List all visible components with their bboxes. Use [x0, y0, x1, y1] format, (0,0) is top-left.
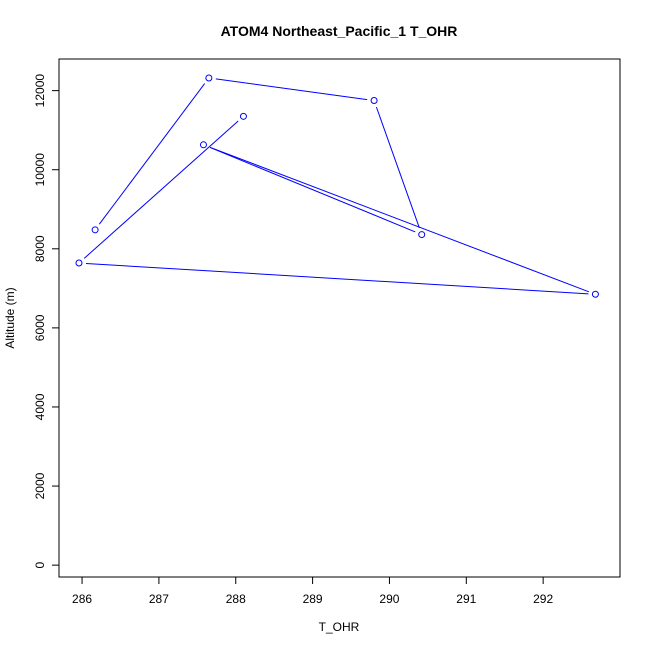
- data-point: [199, 141, 207, 149]
- y-tick-label: 4000: [33, 393, 47, 420]
- series-line-segment: [85, 262, 589, 295]
- x-axis-label: T_OHR: [319, 620, 360, 634]
- y-tick-label: 2000: [33, 472, 47, 499]
- series-line-segment: [375, 106, 420, 229]
- series-line-segment: [215, 78, 368, 101]
- series-line-segment: [83, 120, 239, 259]
- data-point: [205, 74, 213, 82]
- data-point: [75, 259, 83, 267]
- x-tick-label: 286: [72, 592, 92, 606]
- data-point: [591, 290, 599, 298]
- data-point: [418, 231, 426, 239]
- chart-title: ATOM4 Northeast_Pacific_1 T_OHR: [221, 23, 458, 39]
- x-tick-label: 292: [533, 592, 553, 606]
- y-tick-label: 12000: [33, 74, 47, 108]
- x-tick-label: 291: [456, 592, 476, 606]
- series-line-segment: [209, 147, 416, 233]
- y-tick-label: 0: [33, 561, 47, 568]
- x-tick-label: 290: [379, 592, 399, 606]
- x-tick-label: 288: [226, 592, 246, 606]
- data-point: [370, 97, 378, 105]
- y-axis: 0 2000 4000 6000 8000 10000 12000: [33, 74, 60, 568]
- x-tick-label: 287: [149, 592, 169, 606]
- y-tick-label: 6000: [33, 314, 47, 341]
- series-line-segment: [98, 83, 206, 225]
- y-tick-label: 8000: [33, 235, 47, 262]
- series-line-segment: [209, 146, 590, 293]
- y-axis-label: Altitude (m): [3, 287, 17, 348]
- plot-area: [75, 74, 599, 298]
- data-point: [239, 112, 247, 120]
- x-axis: 286 287 288 289 290 291 292: [72, 576, 553, 606]
- y-tick-label: 10000: [33, 153, 47, 187]
- x-tick-label: 289: [303, 592, 323, 606]
- plot-frame: [58, 58, 621, 578]
- data-point: [91, 226, 99, 234]
